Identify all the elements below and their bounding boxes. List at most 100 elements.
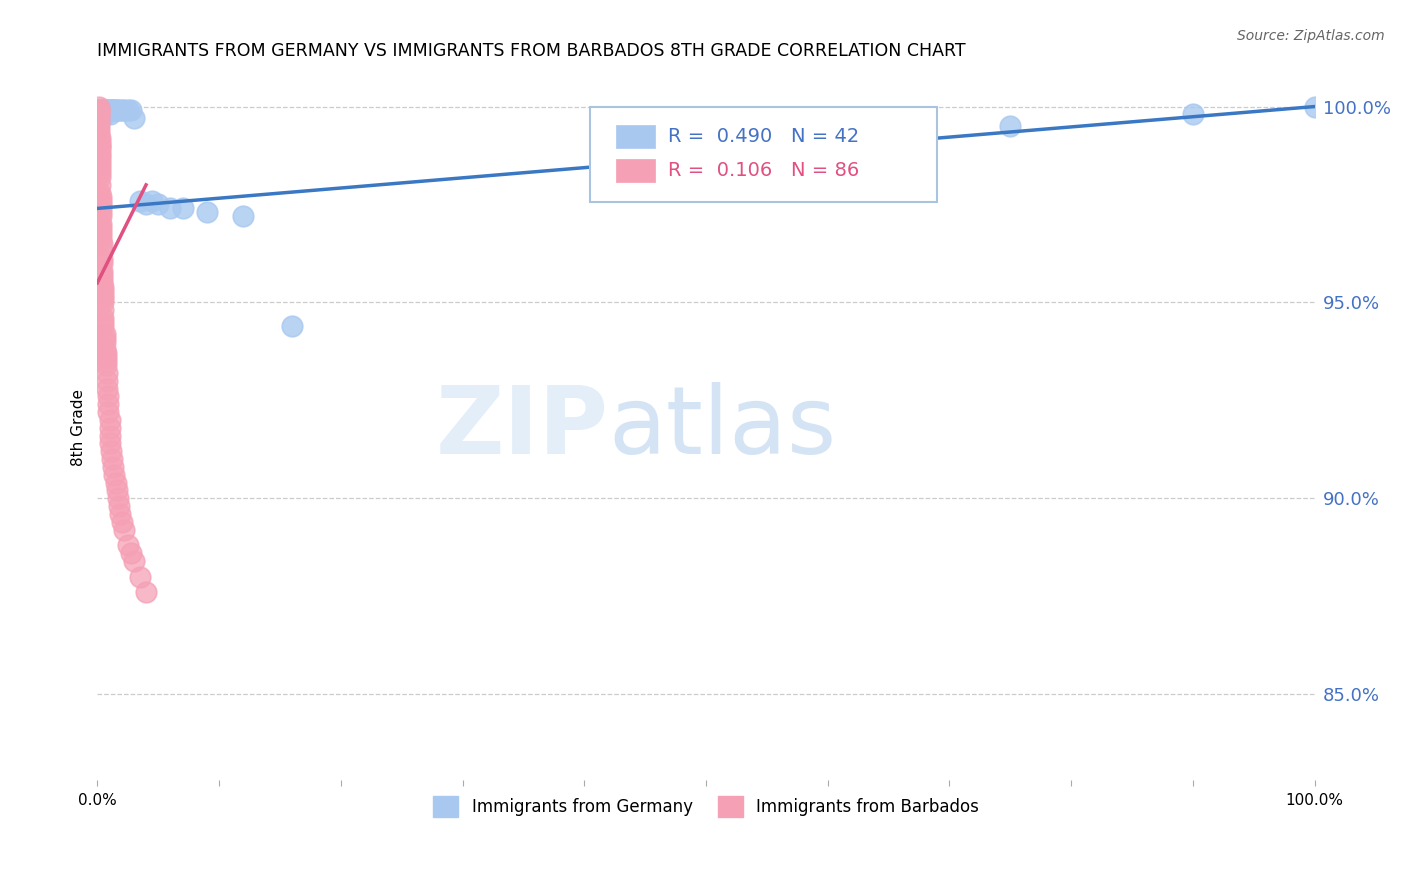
Point: [90, 209, 112, 223]
Point: [93, 334, 115, 349]
Point: [98, 428, 121, 442]
Point: [87, 115, 110, 129]
Point: [93, 315, 115, 329]
Text: Source: ZipAtlas.com: Source: ZipAtlas.com: [1237, 29, 1385, 43]
Point: [111, 515, 134, 529]
Point: [91, 107, 114, 121]
Point: [89, 107, 111, 121]
Point: [111, 103, 134, 118]
Point: [89, 103, 111, 118]
Point: [87, 112, 110, 126]
Point: [108, 499, 131, 513]
Point: [87, 119, 110, 133]
Point: [112, 523, 135, 537]
Point: [91, 252, 114, 267]
Point: [87, 103, 110, 118]
Point: [91, 272, 114, 286]
Point: [89, 138, 111, 153]
Point: [90, 205, 112, 219]
Point: [91, 276, 114, 290]
Point: [100, 103, 122, 118]
Point: [91, 268, 114, 282]
Point: [90, 221, 112, 235]
Point: [103, 103, 125, 118]
Point: [90, 197, 112, 211]
Point: [93, 303, 115, 318]
Point: [112, 103, 135, 118]
Point: [108, 103, 131, 118]
Point: [89, 138, 111, 153]
Point: [110, 507, 132, 521]
Point: [89, 154, 111, 169]
Point: [1000, 119, 1022, 133]
Point: [89, 151, 111, 165]
Point: [101, 103, 124, 118]
Y-axis label: 8th Grade: 8th Grade: [72, 389, 86, 467]
Point: [87, 123, 110, 137]
Point: [100, 444, 122, 458]
Point: [93, 343, 115, 357]
Point: [89, 143, 111, 157]
Point: [89, 158, 111, 172]
Text: IMMIGRANTS FROM GERMANY VS IMMIGRANTS FROM BARBADOS 8TH GRADE CORRELATION CHART: IMMIGRANTS FROM GERMANY VS IMMIGRANTS FR…: [97, 42, 966, 60]
Point: [87, 127, 110, 141]
Point: [93, 107, 115, 121]
Point: [89, 186, 111, 200]
Point: [195, 205, 218, 219]
Point: [817, 138, 839, 153]
Point: [117, 538, 139, 552]
Point: [96, 103, 118, 118]
Point: [135, 585, 157, 599]
Point: [104, 103, 127, 118]
Point: [97, 103, 120, 118]
Point: [91, 236, 114, 251]
Point: [87, 103, 110, 118]
Point: [105, 483, 128, 498]
Point: [94, 358, 117, 372]
Point: [87, 107, 110, 121]
Point: [98, 436, 121, 450]
Point: [90, 103, 112, 118]
Point: [93, 103, 115, 118]
Point: [129, 569, 152, 583]
FancyBboxPatch shape: [591, 107, 938, 202]
Point: [97, 405, 120, 419]
Point: [141, 194, 163, 208]
Point: [105, 103, 128, 118]
Point: [89, 166, 111, 180]
Point: [101, 103, 124, 118]
Point: [107, 491, 129, 506]
Point: [117, 103, 139, 118]
Point: [93, 287, 115, 301]
Point: [90, 107, 112, 121]
FancyBboxPatch shape: [616, 125, 655, 148]
Point: [93, 292, 115, 306]
Point: [120, 103, 142, 118]
Point: [90, 202, 112, 216]
Point: [93, 103, 115, 118]
Point: [87, 99, 110, 113]
Point: [89, 169, 111, 184]
Point: [93, 318, 115, 333]
Point: [148, 197, 170, 211]
Point: [89, 131, 111, 145]
Point: [159, 202, 181, 216]
Point: [96, 382, 118, 396]
Point: [120, 546, 142, 560]
Point: [103, 467, 125, 482]
Point: [97, 389, 120, 403]
Point: [89, 146, 111, 161]
Point: [281, 318, 304, 333]
Point: [93, 311, 115, 326]
Point: [93, 326, 115, 341]
Point: [89, 135, 111, 149]
Point: [91, 244, 114, 259]
Point: [122, 112, 145, 126]
Point: [87, 107, 110, 121]
Point: [90, 217, 112, 231]
Point: [93, 107, 115, 121]
Point: [98, 421, 121, 435]
Point: [98, 103, 121, 118]
Point: [135, 197, 157, 211]
Point: [89, 178, 111, 192]
